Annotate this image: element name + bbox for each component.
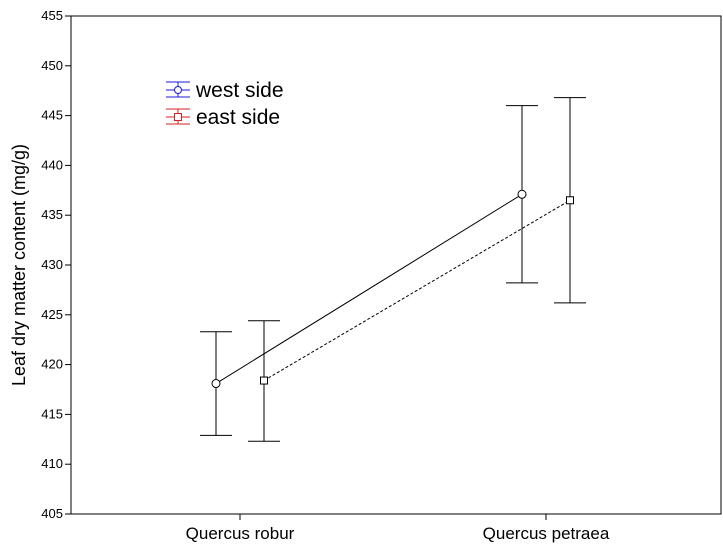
series-line	[263, 199, 571, 381]
y-tick-label: 420	[41, 357, 63, 372]
data-point	[211, 379, 221, 389]
y-tick-label: 410	[41, 456, 63, 471]
data-point	[566, 196, 574, 205]
y-tick-label: 455	[41, 8, 63, 23]
series-layer	[200, 97, 586, 442]
y-tick-label: 425	[41, 307, 63, 322]
y-tick-label: 450	[41, 58, 63, 73]
x-tick-label: Quercus petraea	[483, 524, 610, 543]
series-west-side	[200, 105, 538, 436]
y-tick-label: 440	[41, 157, 63, 172]
x-axis: Quercus robur Quercus petraea	[186, 514, 610, 543]
legend-label: east side	[196, 106, 280, 129]
legend: west side east side	[166, 79, 284, 129]
series-east-side	[248, 97, 586, 442]
data-point	[517, 189, 527, 199]
legend-item-west-side: west side	[166, 79, 284, 102]
plot-frame	[70, 15, 722, 515]
y-tick-label: 415	[41, 406, 63, 421]
legend-item-east-side: east side	[166, 106, 280, 129]
y-tick-label: 445	[41, 108, 63, 123]
y-tick-label: 405	[41, 506, 63, 521]
data-point	[260, 376, 268, 385]
legend-marker	[174, 113, 182, 121]
series-line	[215, 193, 523, 384]
y-axis-label: Leaf dry matter content (mg/g)	[9, 144, 29, 386]
legend-marker	[174, 86, 182, 94]
y-axis: 405 410 415 420 425 430 435 440 445 450 455	[41, 8, 71, 521]
y-tick-label: 435	[41, 207, 63, 222]
y-tick-label: 430	[41, 257, 63, 272]
legend-label: west side	[195, 79, 284, 102]
x-tick-label: Quercus robur	[186, 524, 295, 543]
